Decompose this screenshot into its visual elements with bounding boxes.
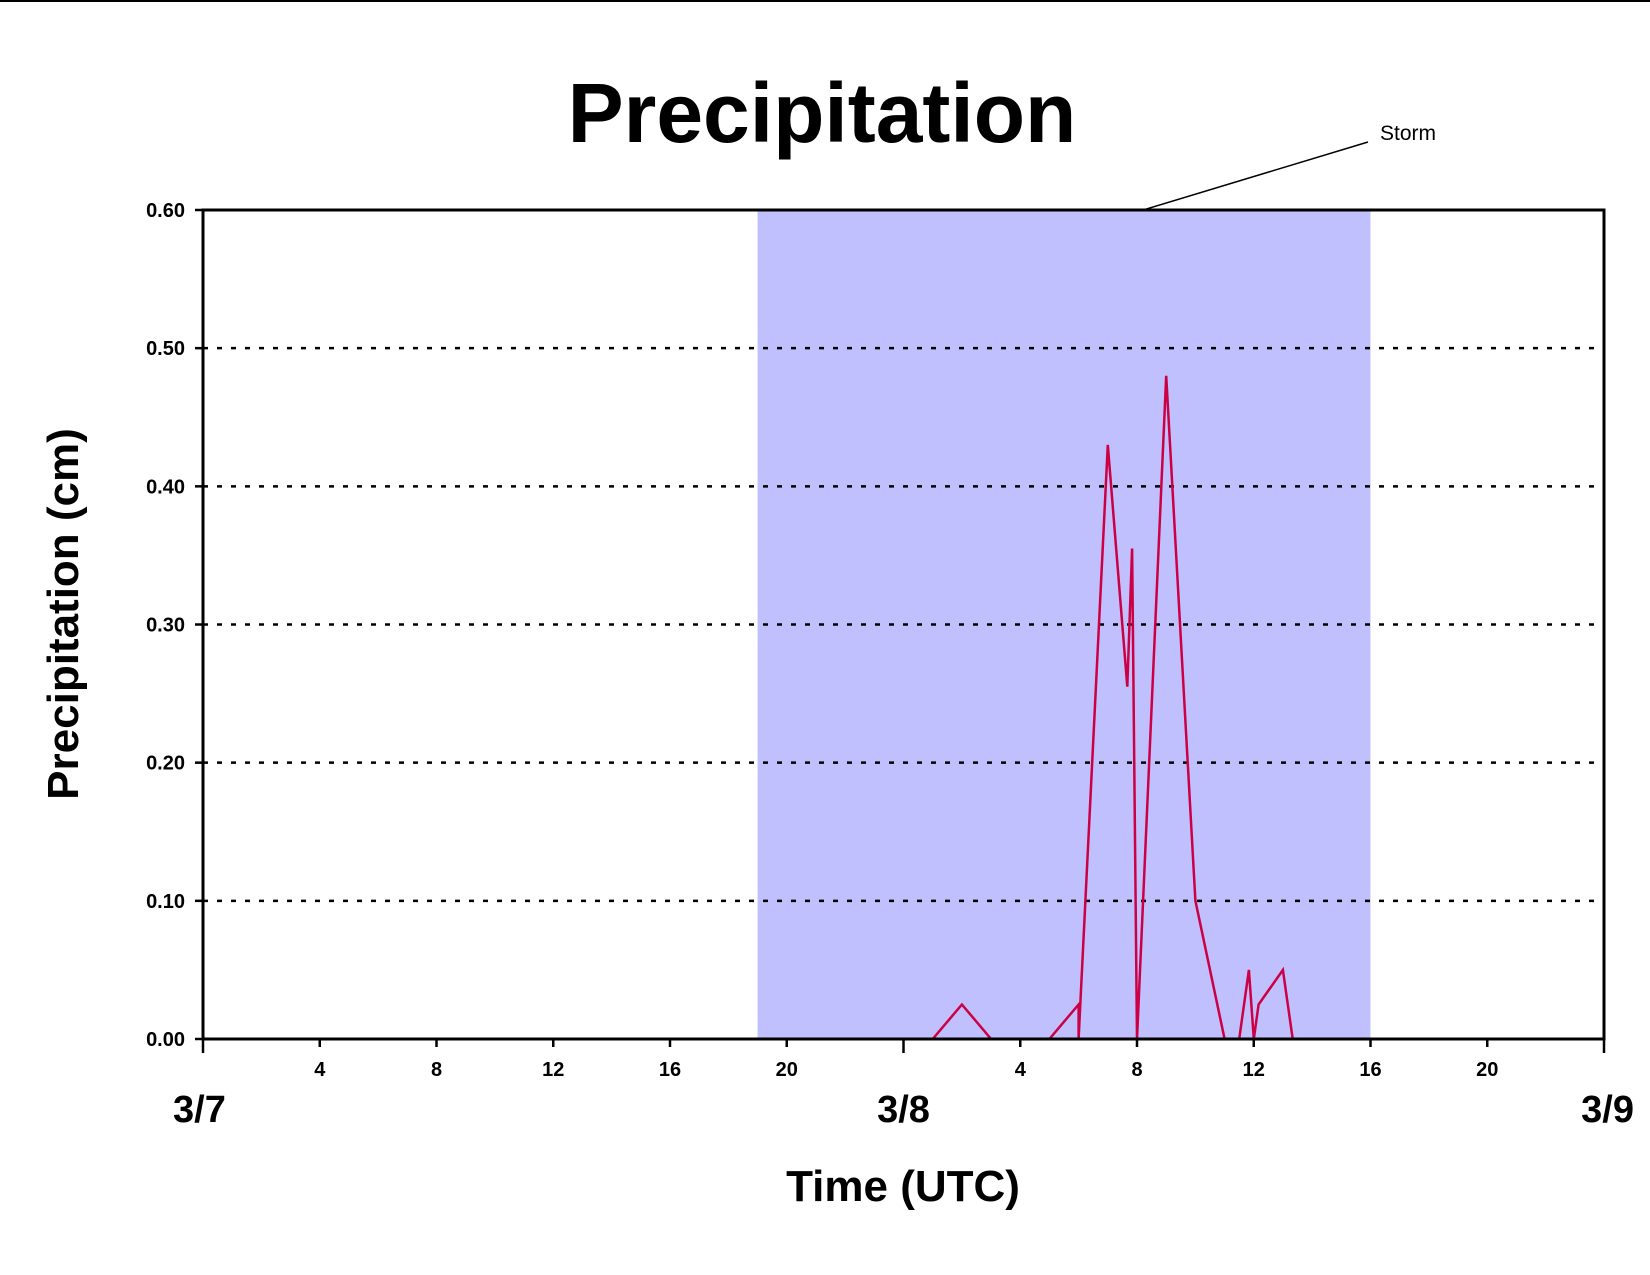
y-tick-label: 0.00 xyxy=(146,1029,185,1051)
chart-title: Precipitation xyxy=(568,66,1077,160)
y-axis-ticks: 0.00 0.10 0.20 0.30 0.40 0.50 0.60 xyxy=(146,200,203,1051)
x-axis-ticks: 4 8 12 16 20 4 8 12 16 20 3/7 3/8 3/9 xyxy=(173,1039,1634,1131)
y-tick-label: 0.20 xyxy=(146,753,185,775)
x-axis-title: Time (UTC) xyxy=(786,1162,1020,1211)
top-border-line xyxy=(0,0,1650,2)
x-tick-label: 20 xyxy=(1476,1059,1498,1081)
x-tick-label: 16 xyxy=(1359,1059,1381,1081)
x-tick-label: 4 xyxy=(1015,1059,1027,1081)
x-tick-label: 8 xyxy=(431,1059,442,1081)
x-tick-label: 8 xyxy=(1131,1059,1142,1081)
day-label: 3/8 xyxy=(877,1089,930,1131)
x-tick-label: 12 xyxy=(542,1059,564,1081)
x-tick-label: 20 xyxy=(776,1059,798,1081)
y-tick-label: 0.40 xyxy=(146,476,185,498)
storm-annotation-label: Storm xyxy=(1380,122,1436,145)
y-tick-label: 0.30 xyxy=(146,615,185,637)
y-tick-label: 0.10 xyxy=(146,891,185,913)
y-tick-label: 0.60 xyxy=(146,200,185,222)
y-axis-title: Precipitation (cm) xyxy=(39,428,88,800)
day-label: 3/7 xyxy=(173,1089,226,1131)
storm-callout-line xyxy=(1142,141,1369,211)
y-tick-label: 0.50 xyxy=(146,338,185,360)
gridlines xyxy=(203,346,1604,903)
x-tick-label: 16 xyxy=(659,1059,681,1081)
x-tick-label: 4 xyxy=(314,1059,326,1081)
day-label: 3/9 xyxy=(1581,1089,1634,1131)
x-tick-label: 12 xyxy=(1243,1059,1265,1081)
